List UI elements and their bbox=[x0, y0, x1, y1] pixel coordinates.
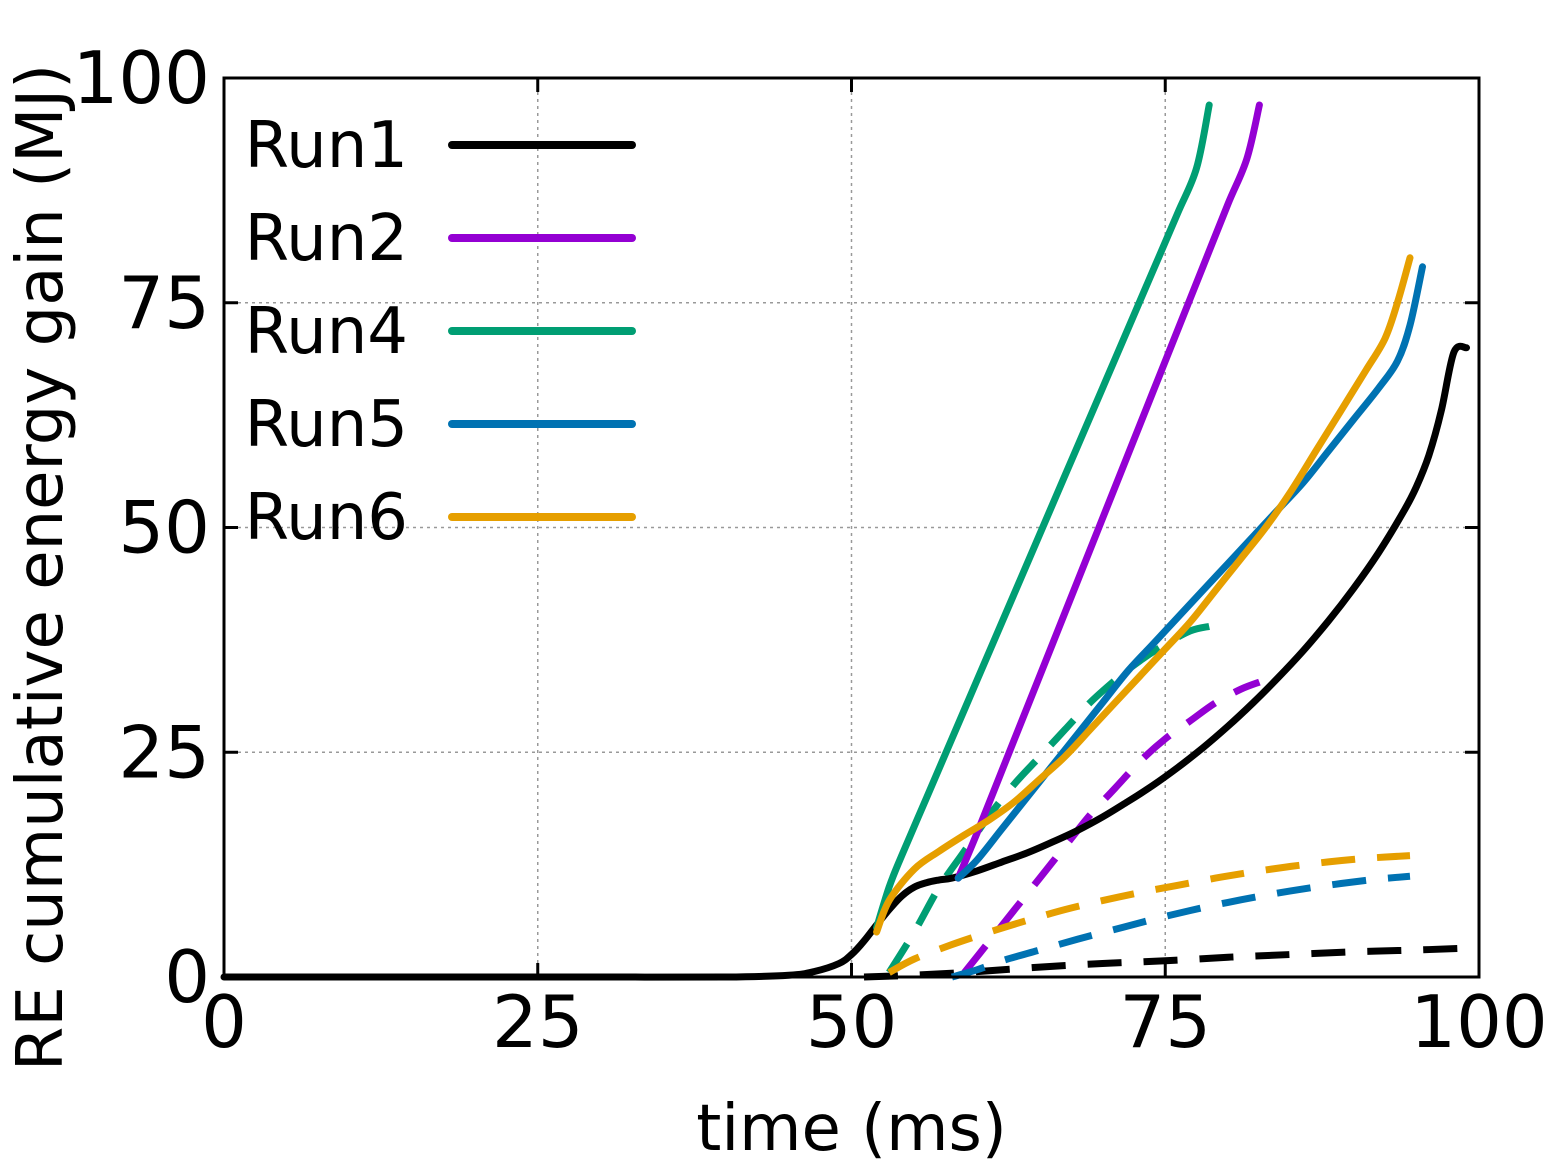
series-line-run4-dashed bbox=[886, 622, 1210, 975]
x-tick-label: 25 bbox=[492, 980, 584, 1064]
legend-label-run4: Run4 bbox=[245, 295, 408, 369]
y-tick-label: 25 bbox=[118, 710, 210, 794]
x-tick-label: 0 bbox=[201, 980, 247, 1064]
legend-label-run6: Run6 bbox=[245, 481, 408, 555]
x-tick-label: 50 bbox=[806, 980, 898, 1064]
series-line-run5-dashed bbox=[950, 872, 1411, 981]
series-line-run1-dashed bbox=[863, 944, 1467, 981]
series-line-run6-dashed bbox=[887, 852, 1411, 976]
series-line-run2 bbox=[954, 101, 1263, 882]
legend-label-run5: Run5 bbox=[245, 388, 408, 462]
series-line-run1 bbox=[220, 342, 1470, 981]
series-line-run6 bbox=[873, 254, 1414, 936]
y-axis-label: RE cumulative energy gain (MJ) bbox=[4, 64, 78, 1071]
series-line-run2-dashed bbox=[961, 678, 1261, 975]
legend: Run1 Run2 Run4 Run5 Run6 bbox=[245, 109, 636, 555]
legend-label-run1: Run1 bbox=[245, 109, 408, 183]
x-axis-label: time (ms) bbox=[696, 1092, 1007, 1166]
x-tick-label: 75 bbox=[1119, 980, 1211, 1064]
axis-ticks: 0 25 50 75 100 0 25 50 75 100 bbox=[73, 36, 1548, 1064]
y-tick-label: 0 bbox=[164, 935, 210, 1019]
y-tick-label: 100 bbox=[73, 36, 210, 120]
legend-label-run2: Run2 bbox=[245, 202, 408, 276]
grid-lines bbox=[224, 78, 1479, 977]
series-line-run4 bbox=[873, 101, 1213, 932]
y-tick-label: 50 bbox=[118, 486, 210, 570]
y-tick-label: 75 bbox=[118, 261, 210, 345]
x-tick-label: 100 bbox=[1410, 980, 1547, 1064]
series-lines bbox=[220, 101, 1470, 981]
